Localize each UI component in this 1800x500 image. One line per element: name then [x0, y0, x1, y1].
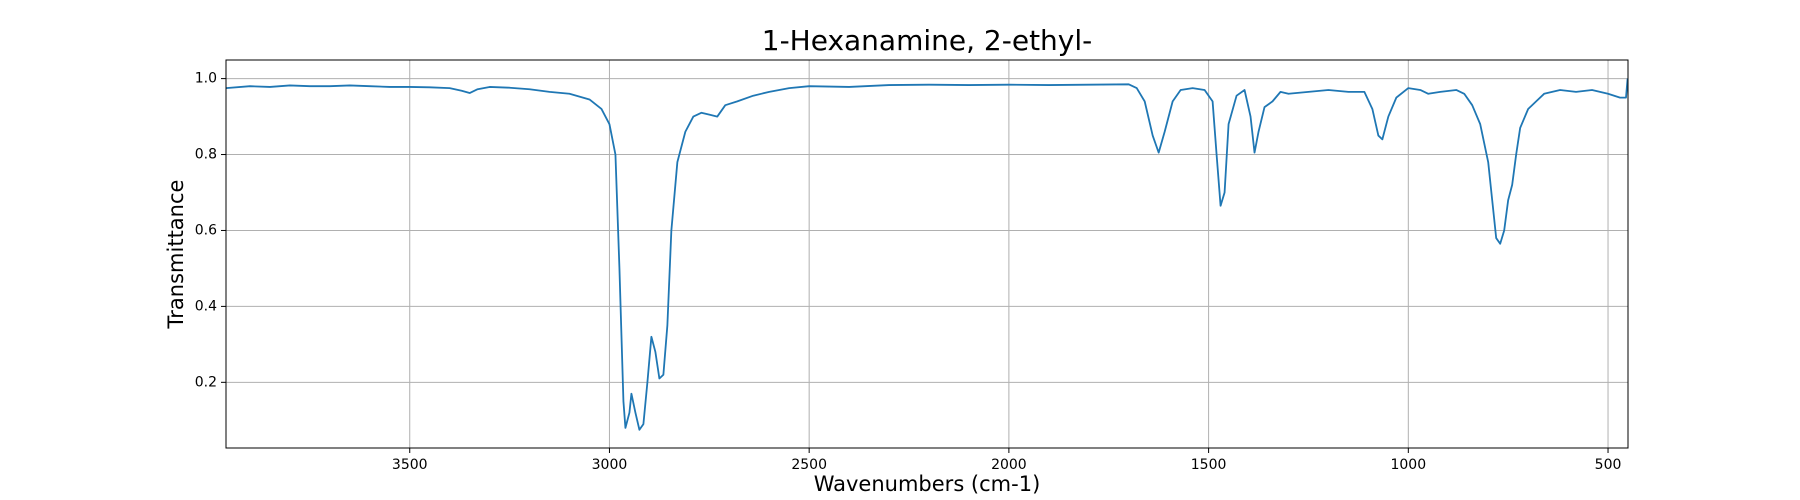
- x-axis-label: Wavenumbers (cm-1): [814, 472, 1041, 496]
- x-tick-label: 1500: [1191, 457, 1227, 473]
- x-tick-label: 1000: [1390, 457, 1426, 473]
- x-tick-label: 3000: [592, 457, 628, 473]
- y-tick-label: 0.6: [195, 222, 217, 238]
- x-tick-label: 2500: [791, 457, 827, 473]
- y-axis-label: Transmittance: [164, 180, 188, 330]
- x-tick-label: 2000: [991, 457, 1027, 473]
- y-tick-label: 0.8: [195, 147, 217, 163]
- y-tick-label: 1.0: [195, 71, 217, 87]
- y-tick-label: 0.4: [195, 298, 217, 314]
- x-tick-label: 500: [1595, 457, 1622, 473]
- spectrum-line: [225, 78, 1629, 431]
- x-tick-label: 3500: [392, 457, 428, 473]
- plot-frame: [225, 59, 1629, 449]
- chart-title: 1-Hexanamine, 2-ethyl-: [762, 24, 1093, 57]
- y-tick-label: 0.2: [195, 374, 217, 390]
